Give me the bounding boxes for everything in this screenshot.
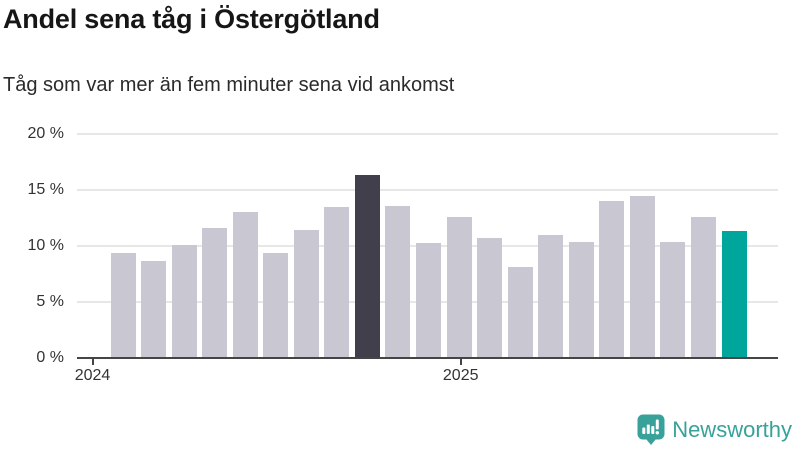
bar-2024-07: [263, 252, 289, 358]
bar-2024-02: [110, 252, 136, 358]
bar-2024-03: [141, 260, 166, 358]
x-tick-2024: [91, 358, 94, 365]
y-axis-label-20: 20 %: [27, 125, 64, 142]
bar-2025-01: [446, 216, 472, 358]
bar-2024-04: [171, 244, 197, 358]
x-axis-label-2024: 2024: [74, 367, 111, 384]
bar-2024-05: [202, 228, 228, 358]
bar-2025-10: [721, 231, 747, 358]
bar-2025-03: [507, 267, 533, 358]
x-tick-2025: [459, 358, 462, 365]
bar-2025-09: [690, 216, 716, 358]
bar-2025-08: [660, 241, 686, 358]
newsworthy-logo[interactable]: Newsworthy: [637, 414, 792, 445]
newsworthy-bubble-chart-icon: [637, 414, 665, 445]
y-axis-label-0: 0 %: [36, 349, 64, 366]
bar-2024-11: [385, 205, 411, 358]
y-axis-label-5: 5 %: [36, 293, 64, 310]
x-axis-line: [77, 356, 778, 359]
gridline-20: [77, 133, 778, 135]
newsworthy-wordmark: Newsworthy: [672, 416, 792, 442]
y-axis-label-10: 10 %: [27, 237, 64, 254]
bar-2024-06: [232, 212, 258, 358]
chart-title: Andel sena tåg i Östergötland: [3, 4, 380, 34]
bar-2025-06: [599, 201, 625, 358]
bar-2024-10: [354, 175, 380, 358]
bar-2024-12: [416, 242, 441, 358]
y-axis-label-15: 15 %: [27, 181, 64, 198]
bar-2024-09: [324, 206, 350, 358]
bar-2025-05: [568, 241, 594, 358]
x-axis-label-2025: 2025: [442, 367, 479, 384]
bar-2025-07: [629, 195, 655, 358]
bar-2025-02: [477, 238, 503, 358]
bar-2025-04: [538, 234, 564, 358]
chart-subtitle: Tåg som var mer än fem minuter sena vid …: [3, 74, 455, 96]
bar-2024-08: [293, 230, 319, 358]
gridline-15: [77, 189, 778, 191]
